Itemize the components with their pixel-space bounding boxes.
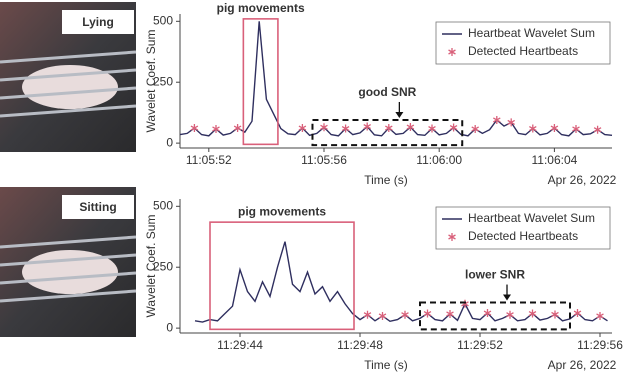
photo-label: Sitting [79,200,116,214]
y-tick-label: 0 [166,135,173,149]
x-tick-label: 11:06:00 [416,153,462,167]
annotation-box [209,221,355,331]
annotation-label: good SNR [358,85,416,99]
heartbeat-marker [298,124,307,133]
heartbeat-marker [212,124,220,133]
annotation-box [242,18,279,146]
legend-label: Detected Heartbeats [468,44,578,58]
y-axis-label: Wavelet Coef. Sum [144,215,158,318]
heartbeat-marker [423,309,432,318]
photo-bar [0,289,137,303]
photo-bar [0,104,137,118]
heartbeat-marker [446,309,454,318]
photo-label: Lying [82,15,114,29]
x-tick-label: 11:29:56 [577,338,623,352]
heartbeat-marker [190,124,199,133]
heartbeat-marker [378,311,387,320]
x-axis-label: Time (s) [364,358,408,372]
heartbeat-marker [461,299,469,308]
photo-label-box [62,10,134,34]
legend-box [435,206,611,250]
annotation-arrowhead [395,111,404,118]
annotation-box [311,118,464,147]
signal-line [179,21,613,137]
heartbeat-marker [493,115,501,124]
y-tick-label: 500 [153,13,173,27]
heartbeat-marker [572,124,580,133]
date-label: Apr 26, 2022 [548,173,617,187]
photo-label-box [62,195,134,219]
heartbeat-marker [363,310,372,319]
annotation-label: pig movements [238,204,326,218]
legend-swatch [448,233,456,241]
y-tick-label: 500 [153,198,173,212]
legend-box [435,21,611,65]
legend-label: Heartbeat Wavelet Sum [468,26,595,40]
annotation-label: lower SNR [465,268,525,282]
legend-label: Heartbeat Wavelet Sum [468,211,595,225]
legend-label: Detected Heartbeats [468,229,578,243]
y-axis-label: Wavelet Coef. Sum [144,30,158,133]
y-tick-label: 250 [153,259,173,273]
signal-line [194,241,608,323]
x-tick-label: 11:29:52 [457,338,503,352]
photo-bar [0,271,137,285]
y-tick-label: 250 [153,74,173,88]
annotation-label: pig movements [217,1,305,15]
heartbeat-marker [528,309,537,318]
annotation-box [419,301,571,331]
heartbeat-marker [428,124,436,133]
heartbeat-marker [483,309,492,318]
annotation-arrowhead [503,294,511,301]
x-tick-label: 11:29:48 [337,338,383,352]
heartbeat-marker [529,124,537,133]
photo-bar [0,50,137,64]
x-tick-label: 11:29:44 [217,338,263,352]
heartbeat-marker [406,123,415,132]
heartbeat-marker [320,123,328,132]
date-label: Apr 26, 2022 [548,358,617,372]
heartbeat-marker [506,310,514,319]
x-tick-label: 11:06:04 [531,153,577,167]
x-tick-label: 11:05:56 [301,153,347,167]
photo-bar [0,68,137,82]
heartbeat-marker [449,123,458,132]
heartbeat-marker [596,311,604,320]
x-tick-label: 11:05:52 [186,153,232,167]
heartbeat-marker [551,310,559,319]
photo-bar [0,235,137,249]
heartbeat-marker [507,118,515,127]
heartbeat-marker [363,122,371,131]
x-axis-label: Time (s) [364,173,408,187]
heartbeat-marker [385,124,393,133]
heartbeat-marker [233,124,242,133]
photo-bar [0,253,137,267]
y-tick-label: 0 [166,320,173,334]
heartbeat-marker [550,124,559,133]
heartbeat-marker [471,124,479,133]
legend-swatch [448,48,456,56]
heartbeat-marker [401,310,409,319]
photo-bar [0,86,137,100]
heartbeat-marker [593,125,602,134]
heartbeat-marker [341,124,350,133]
heartbeat-marker [573,309,582,318]
